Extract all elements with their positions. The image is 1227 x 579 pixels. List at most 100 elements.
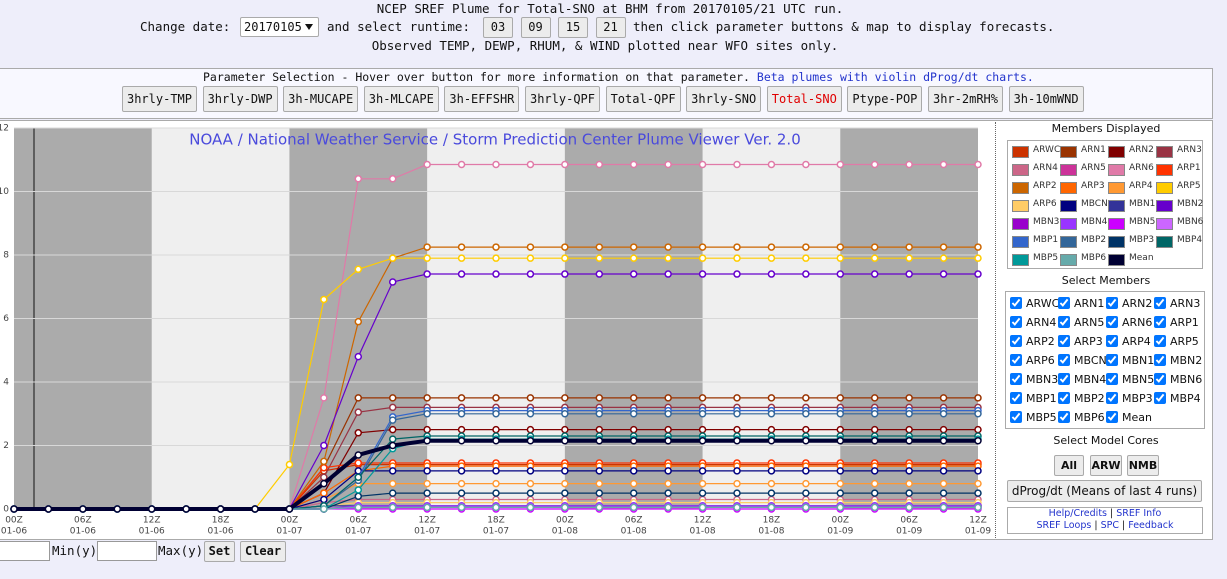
max-input[interactable] [97, 541, 157, 561]
data-point [320, 441, 328, 450]
checkbox[interactable] [1106, 392, 1118, 404]
chart: NOAA / National Weather Service / Storm … [0, 124, 991, 537]
checkbox[interactable] [1010, 411, 1022, 423]
x-tick-date: 01-08 [552, 527, 578, 537]
beta-link[interactable]: Beta plumes with violin dProg/dt charts. [756, 70, 1034, 84]
checkbox[interactable] [1106, 373, 1118, 385]
data-point [698, 479, 707, 488]
checkbox[interactable] [1106, 411, 1118, 423]
data-point [526, 243, 535, 251]
checkbox[interactable] [1106, 335, 1118, 347]
data-point [526, 436, 535, 445]
member-check: MBCN [1058, 354, 1107, 370]
parameter-button[interactable]: Ptype-POP [847, 86, 923, 112]
checkbox[interactable] [1106, 316, 1118, 328]
x-tick-date: 01-08 [621, 527, 647, 537]
checkbox[interactable] [1154, 392, 1166, 404]
parameter-button[interactable]: Total-QPF [605, 86, 681, 112]
parameter-button[interactable]: 3h-10mWND [1008, 86, 1084, 112]
data-point [595, 503, 604, 512]
data-point [836, 270, 845, 278]
checkbox[interactable] [1154, 316, 1166, 328]
checkbox[interactable] [1058, 373, 1070, 385]
date-select[interactable]: 20170105 [240, 17, 319, 37]
checkbox[interactable] [1154, 335, 1166, 347]
checkbox[interactable] [1106, 354, 1118, 366]
core-button[interactable]: All [1054, 455, 1084, 476]
checkbox[interactable] [1058, 354, 1070, 366]
parameter-button[interactable]: 3h-EFFSHR [444, 86, 520, 112]
member-check: MBN4 [1058, 373, 1106, 389]
link[interactable]: SREF Loops [1036, 520, 1092, 531]
checkbox[interactable] [1010, 316, 1022, 328]
parameter-button[interactable]: 3hrly-SNO [686, 86, 762, 112]
parameter-button[interactable]: 3hrly-QPF [525, 86, 600, 112]
parameter-button[interactable]: 3h-MLCAPE [363, 86, 439, 112]
checkbox[interactable] [1058, 411, 1070, 423]
links-box: Help/Credits | SREF Info SREF Loops | SP… [1007, 507, 1203, 534]
x-tick-date: 01-08 [758, 527, 784, 537]
checkbox[interactable] [1154, 373, 1166, 385]
data-point [423, 489, 431, 497]
y-tick-label: 10 [0, 187, 9, 197]
data-point [664, 425, 672, 434]
instruction: then click parameter buttons & map to di… [633, 19, 1055, 34]
link[interactable]: SREF Info [1116, 508, 1162, 519]
data-point [836, 425, 845, 434]
runtime-button[interactable]: 03 [483, 17, 513, 38]
parameter-button[interactable]: Total-SNO [766, 86, 842, 112]
x-tick-date: 01-06 [207, 527, 233, 537]
data-point [492, 436, 500, 445]
data-point [354, 352, 363, 361]
x-tick-label: 12Z [418, 516, 436, 526]
parameter-button[interactable]: 3hr-2mRH% [928, 86, 1003, 112]
min-input[interactable] [0, 541, 50, 561]
data-point [939, 270, 948, 278]
data-point [733, 243, 741, 251]
runtime-button[interactable]: 21 [595, 17, 626, 38]
data-point [561, 425, 569, 434]
data-point [870, 467, 879, 475]
data-point [802, 254, 810, 262]
checkbox[interactable] [1154, 297, 1166, 309]
runtime-button[interactable]: 15 [558, 17, 588, 38]
data-point [388, 467, 397, 475]
checkbox[interactable] [1010, 373, 1022, 385]
data-point [767, 254, 776, 262]
data-point [733, 489, 741, 497]
set-button[interactable]: Set [204, 541, 235, 562]
data-point [939, 254, 948, 262]
checkbox[interactable] [1010, 354, 1022, 366]
data-point [354, 408, 363, 416]
clear-button[interactable]: Clear [240, 541, 286, 562]
core-button[interactable]: ARW [1090, 455, 1122, 476]
checkbox[interactable] [1010, 392, 1022, 404]
checkbox[interactable] [1106, 297, 1118, 309]
link[interactable]: Help/Credits [1048, 508, 1107, 519]
min-label: Min(y) [52, 543, 98, 558]
parameter-button[interactable]: 3hrly-DWP [202, 86, 278, 112]
checkbox[interactable] [1058, 392, 1070, 404]
legend-label: ARN6 [1129, 163, 1154, 173]
dprog-button[interactable]: dProg/dt (Means of last 4 runs) [1007, 480, 1202, 502]
core-button[interactable]: NMB [1127, 455, 1159, 476]
member-check: ARP3 [1058, 335, 1105, 351]
data-point [354, 175, 363, 183]
checkbox[interactable] [1010, 335, 1022, 347]
checkbox[interactable] [1058, 335, 1070, 347]
link[interactable]: Feedback [1128, 520, 1174, 531]
runtime-button[interactable]: 09 [520, 17, 551, 38]
legend-label: MBP4 [1177, 235, 1203, 245]
legend-swatch [1108, 254, 1125, 266]
check-label: MBN3 [1026, 373, 1059, 386]
data-point [870, 436, 879, 445]
parameter-button[interactable]: 3hrly-TMP [122, 86, 197, 112]
checkbox[interactable] [1058, 297, 1070, 309]
legend-item: MBP2 [1060, 235, 1106, 249]
data-point [423, 270, 431, 278]
checkbox[interactable] [1154, 354, 1166, 366]
checkbox[interactable] [1010, 297, 1022, 309]
checkbox[interactable] [1058, 316, 1070, 328]
link[interactable]: SPC [1100, 520, 1119, 531]
parameter-button[interactable]: 3h-MUCAPE [283, 86, 359, 112]
